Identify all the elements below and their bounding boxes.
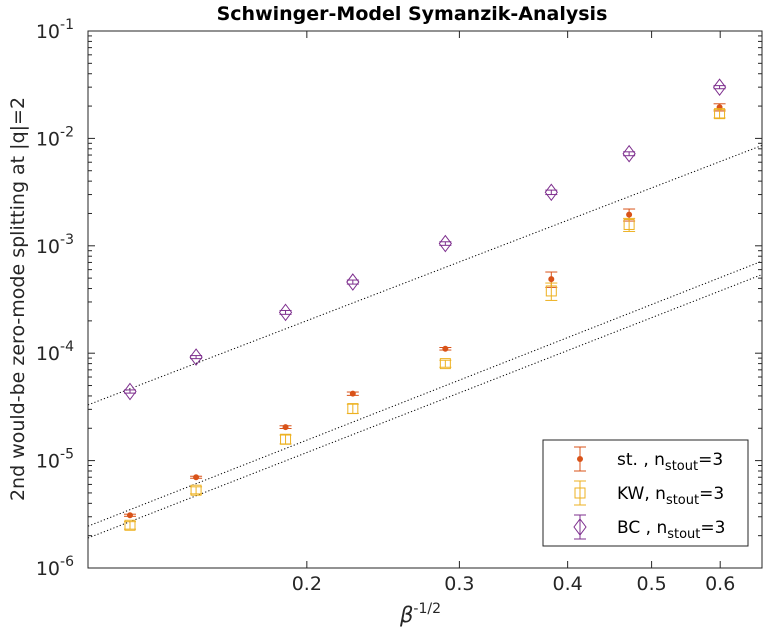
point-2-2 [278,303,293,322]
y-tick-label-2: 10-4 [36,339,74,365]
series-2 [123,78,727,401]
data-marks [123,78,727,531]
x-tick-label-2: 0.4 [553,573,583,595]
legend-marker-2 [573,518,587,536]
x-axis-label-base: β [399,603,413,627]
fit-lines [87,144,763,539]
point-2-3 [346,273,360,291]
legend-entries: st. , nstout=3 KW, nstout=3 BC , nstout=3 [573,446,725,542]
x-tick-label-0: 0.2 [292,573,322,595]
legend-entry-1: KW, nstout=3 [574,480,724,508]
point-1-1 [190,484,202,496]
legend-marker-1 [574,487,586,499]
series-0 [123,103,726,519]
point-2-7 [712,78,727,96]
point-0-1 [193,474,200,481]
axes: 0.2 0.3 0.4 0.5 0.6 10-6 10-5 10-4 10-3 10-2 10-1 [36,17,762,595]
point-1-2 [280,433,292,445]
plot-area-frame [87,30,763,569]
x-tick-label-3: 0.5 [636,573,666,595]
point-1-0 [124,519,136,531]
legend-entry-2: BC , nstout=3 [573,514,725,542]
x-tick-label-4: 0.6 [705,573,735,595]
chart-title: Schwinger-Model Symanzik-Analysis [217,3,608,25]
point-2-0 [123,382,137,401]
y-tick-label-3: 10-3 [36,232,74,258]
point-2-6 [622,144,636,163]
legend-label-0: st. , nstout=3 [617,450,723,474]
x-axis-label-sup: -1/2 [413,601,441,617]
y-tick-label-4: 10-2 [36,124,74,150]
legend: st. , nstout=3 KW, nstout=3 BC , nstout=3 [542,439,749,547]
y-tick-label-1: 10-5 [36,447,74,473]
point-1-4 [439,358,451,370]
legend-entry-0: st. , nstout=3 [574,446,723,474]
point-0-3 [349,390,356,397]
point-0-2 [282,424,289,431]
point-1-3 [347,403,359,415]
legend-label-1: KW, nstout=3 [617,484,724,508]
y-tick-label-0: 10-6 [36,554,74,580]
point-1-5 [545,285,557,297]
point-2-4 [438,234,452,253]
point-0-4 [442,345,449,352]
series-1 [123,108,726,531]
point-0-5 [548,276,555,283]
x-tick-label-1: 0.3 [444,573,474,595]
fit-BC-line [87,144,763,406]
legend-marker-0 [577,456,583,462]
point-0-0 [126,512,133,519]
point-2-5 [544,183,558,202]
point-1-7 [714,108,726,120]
legend-label-2: BC , nstout=3 [617,518,725,542]
y-tick-label-5: 10-1 [36,17,74,43]
point-2-1 [189,348,203,366]
x-axis-label: β-1/2 [399,601,441,627]
y-axis-label: 2nd would-be zero-mode splitting at |q|=… [7,97,29,501]
point-1-6 [623,218,635,230]
point-0-6 [626,211,633,218]
legend-box [542,439,749,547]
